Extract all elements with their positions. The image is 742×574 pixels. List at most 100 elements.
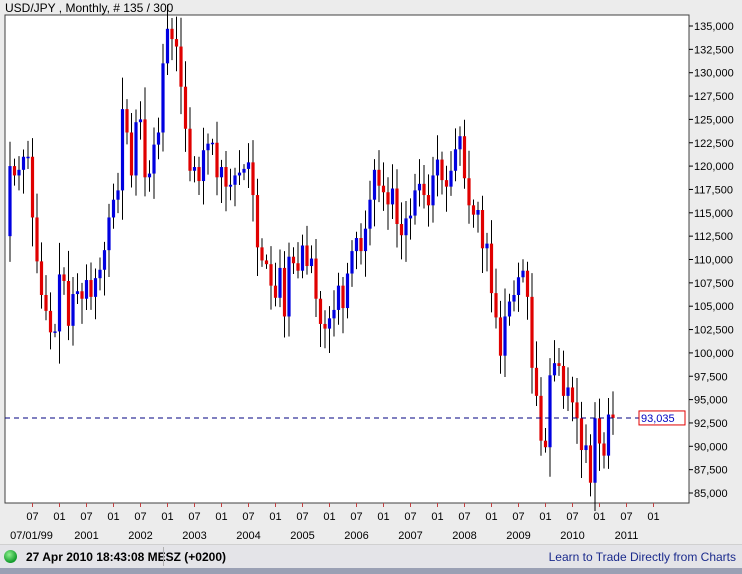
candle-up [219,167,224,178]
x-year-label: 2003 [182,530,206,542]
candle-up [138,119,143,123]
x-month-label: 07 [134,511,146,523]
y-tick-label: 100,000 [694,348,734,360]
candle-down [35,217,39,262]
candle-up [435,159,440,176]
y-tick-label: 127,500 [694,91,734,103]
candle-up [165,28,170,64]
x-month-label: 07 [350,511,362,523]
candle-up [390,188,395,205]
x-month-label: 01 [323,511,335,523]
x-year-label: 2010 [560,530,584,542]
candle-up [116,190,120,200]
x-year-label: 2005 [290,530,314,542]
candle-down [125,109,129,133]
candle-up [309,258,314,267]
candle-up [152,144,156,174]
candle-down [597,418,602,444]
x-month-label: 01 [215,511,227,523]
candle-up [300,245,305,271]
candle-down [44,294,48,311]
candle-down [62,274,66,281]
x-year-label: 2009 [506,530,530,542]
x-month-label: 01 [377,511,389,523]
candle-down [251,162,255,196]
candle-up [93,278,98,297]
candle-up [413,190,417,216]
candle-up [521,270,525,278]
candle-down [386,192,390,205]
connection-status-icon [4,550,17,563]
x-month-label: 07 [242,511,254,523]
x-month-label: 01 [647,511,659,523]
x-year-label: 2007 [398,530,422,542]
candle-up [368,199,372,229]
candle-up [228,184,233,187]
candle-up [107,217,111,251]
candlestick-chart[interactable]: 85,000 87,500 90,000 92,500 95,000 97,500 100,… [0,0,742,544]
candle-down [471,205,476,215]
candle-up [327,318,332,329]
candle-up [584,445,588,451]
candle-up [350,251,354,274]
candle-up [512,294,516,302]
candle-down [48,310,53,333]
candle-down [264,260,269,265]
candle-down [462,136,467,179]
candle-down [314,258,318,299]
x-month-label: 07 [404,511,416,523]
candle-down [188,128,192,171]
candle-down [174,39,179,47]
candle-down [422,183,426,196]
x-month-label: 01 [539,511,551,523]
candle-down [170,28,174,40]
candle-down [494,293,498,318]
candle-up [120,109,125,191]
candle-down [80,291,84,299]
candle-down [215,142,219,178]
y-tick-label: 125,000 [694,114,734,126]
x-year-label: 2008 [452,530,476,542]
candle-down [575,402,579,419]
candle-down [530,296,534,368]
candle-down [399,224,404,236]
last-price-label: 93,035 [641,413,675,425]
candle-up [134,122,138,176]
candle-up [156,132,161,145]
candle-up [404,218,408,236]
window-bottom-edge [0,568,742,574]
candle-up [354,238,359,252]
x-month-label: 01 [431,511,443,523]
candle-down [273,285,278,298]
candle-up [332,309,336,319]
x-month-label: 01 [107,511,119,523]
candle-up [26,156,30,159]
candle-up [516,277,521,295]
y-tick-label: 105,000 [694,301,734,313]
candle-down [269,264,273,286]
y-tick-label: 97,500 [694,371,728,383]
last-price-box [638,410,686,426]
candle-down [12,166,17,176]
candle-up [449,170,453,187]
candle-up [566,387,570,396]
y-tick-label: 130,000 [694,68,734,80]
candle-up [84,280,89,299]
candle-down [305,245,309,267]
learn-to-trade-link[interactable]: Learn to Trade Directly from Charts [548,550,736,564]
candle-down [129,132,134,176]
x-month-label: 07 [26,511,38,523]
candle-up [593,418,597,483]
candle-up [161,63,165,133]
candle-up [345,273,350,309]
candle-down [570,387,575,403]
candle-up [237,172,242,176]
candle-down [498,317,503,356]
candle-up [548,375,552,448]
x-year-label: 2011 [615,530,639,542]
status-divider [163,547,164,566]
candle-down [534,367,539,396]
candle-down [296,263,300,271]
candle-down [525,270,530,297]
candle-up [458,136,462,150]
